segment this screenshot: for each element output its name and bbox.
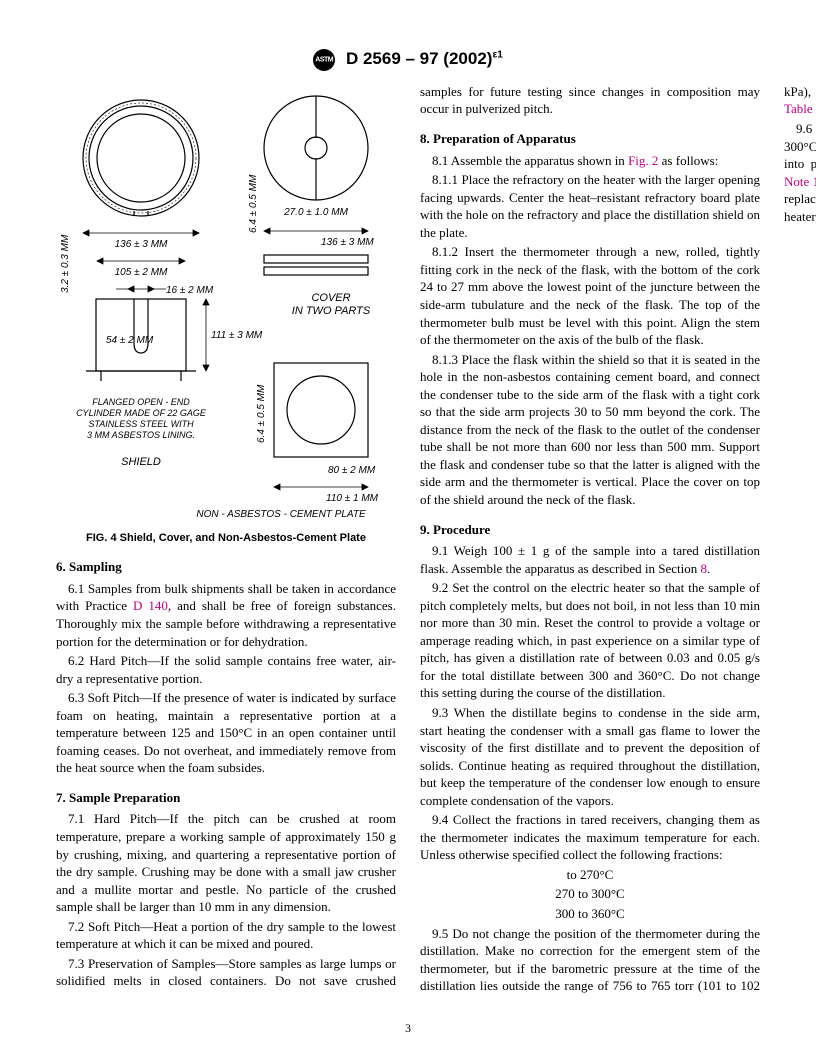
p8-1-3: 8.1.3 Place the flask within the shield … <box>420 351 760 509</box>
fraction-3: 300 to 360°C <box>420 905 760 923</box>
link-fig2[interactable]: Fig. 2 <box>628 153 658 168</box>
p7-2: 7.2 Soft Pitch—Heat a portion of the dry… <box>56 918 396 953</box>
link-d140[interactable]: D 140 <box>133 598 168 613</box>
p6-2: 6.2 Hard Pitch—If the solid sample conta… <box>56 652 396 687</box>
fraction-1: to 270°C <box>420 866 760 884</box>
dim-shield-leg: 54 ± 2 MM <box>106 335 154 346</box>
p9-2: 9.2 Set the control on the electric heat… <box>420 579 760 702</box>
link-table1[interactable]: Table 1 <box>784 101 816 116</box>
dim-plate-hole: 80 ± 2 MM <box>328 465 376 476</box>
dim-plate-h: 6.4 ± 0.5 MM <box>256 384 267 443</box>
p9-3: 9.3 When the distillate begins to conden… <box>420 704 760 809</box>
designation: D 2569 – 97 (2002) <box>346 49 493 68</box>
p8-1-1: 8.1.1 Place the refractory on the heater… <box>420 171 760 241</box>
dim-cover-hole: 27.0 ± 1.0 MM <box>283 207 349 218</box>
dim-cover-h: 6.4 ± 0.5 MM <box>248 174 259 233</box>
p8-1-2: 8.1.2 Insert the thermometer through a n… <box>420 243 760 348</box>
fraction-2: 270 to 300°C <box>420 885 760 903</box>
shield-note1: FLANGED OPEN - END <box>92 397 190 407</box>
cover-label2: IN TWO PARTS <box>292 305 371 317</box>
section-6-title: 6. Sampling <box>56 558 396 576</box>
cover-label1: COVER <box>311 292 350 304</box>
dim-shield-outer: 136 ± 3 MM <box>115 239 168 250</box>
page-number: 3 <box>0 1020 816 1036</box>
plate-label: NON - ASBESTOS - CEMENT PLATE <box>196 509 366 520</box>
dim-cover-d: 136 ± 3 MM <box>321 237 374 248</box>
p9-1: 9.1 Weigh 100 ± 1 g of the sample into a… <box>420 542 760 577</box>
shield-label: SHIELD <box>121 456 161 468</box>
epsilon-superscript: ε1 <box>492 49 502 60</box>
shield-note4: 3 MM ASBESTOS LINING. <box>87 430 195 440</box>
shield-note3: STAINLESS STEEL WITH <box>88 419 194 429</box>
dim-shield-t: 3.2 ± 0.3 MM <box>60 234 71 293</box>
section-9-title: 9. Procedure <box>420 521 760 539</box>
p9-6: 9.6 If the first drop of distillate fall… <box>784 120 816 225</box>
p6-1: 6.1 Samples from bulk shipments shall be… <box>56 580 396 650</box>
p8-1: 8.1 Assemble the apparatus shown in Fig.… <box>420 152 760 170</box>
figure-4: 136 ± 3 MM 105 ± 2 MM 16 ± 2 MM 3.2 ± 0.… <box>56 83 396 546</box>
p6-3: 6.3 Soft Pitch—If the presence of water … <box>56 689 396 777</box>
document-header: D 2569 – 97 (2002)ε1 <box>56 48 760 71</box>
content-columns: 136 ± 3 MM 105 ± 2 MM 16 ± 2 MM 3.2 ± 0.… <box>56 83 760 1001</box>
p7-1: 7.1 Hard Pitch—If the pitch can be crush… <box>56 810 396 915</box>
shield-note2: CYLINDER MADE OF 22 GAGE <box>76 408 207 418</box>
p9-4: 9.4 Collect the fractions in tared recei… <box>420 811 760 864</box>
astm-logo-icon <box>313 49 335 71</box>
figure-4-svg: 136 ± 3 MM 105 ± 2 MM 16 ± 2 MM 3.2 ± 0.… <box>56 83 396 523</box>
dim-shield-inner: 105 ± 2 MM <box>115 267 168 278</box>
section-8-title: 8. Preparation of Apparatus <box>420 130 760 148</box>
figure-4-caption: FIG. 4 Shield, Cover, and Non-Asbestos-C… <box>56 531 396 546</box>
dim-shield-h: 111 ± 3 MM <box>211 330 263 341</box>
link-note1[interactable]: Note 1 <box>784 174 816 189</box>
dim-plate-d: 110 ± 1 MM <box>326 493 379 504</box>
section-7-title: 7. Sample Preparation <box>56 789 396 807</box>
dim-slot: 16 ± 2 MM <box>166 285 214 296</box>
